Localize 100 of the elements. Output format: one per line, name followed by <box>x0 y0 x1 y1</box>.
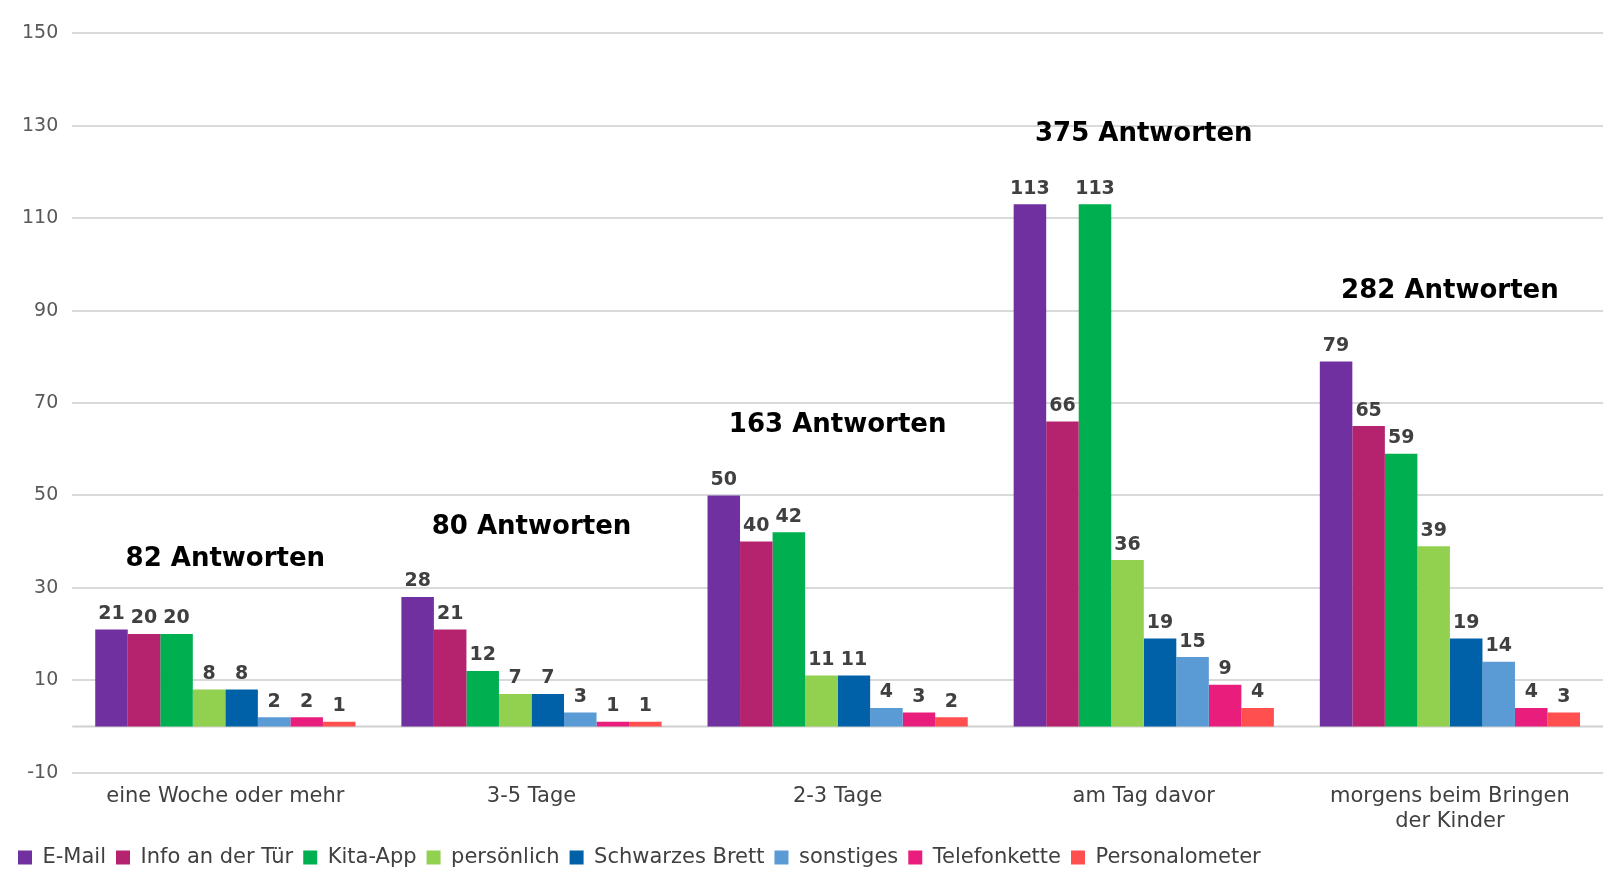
data-label: 8 <box>202 660 216 683</box>
data-label: 4 <box>1251 679 1265 702</box>
annotation: 282 Antworten <box>1341 274 1559 305</box>
bar <box>1384 453 1418 727</box>
y-tick-label: 90 <box>34 297 59 320</box>
bar <box>707 495 741 727</box>
bar <box>1449 638 1483 727</box>
x-tick-label: am Tag davor <box>1072 782 1216 807</box>
annotation: 375 Antworten <box>1034 117 1253 148</box>
data-label: 2 <box>944 688 959 711</box>
bar <box>1046 421 1079 727</box>
legend-label: Info an der Tür <box>140 843 294 868</box>
data-label: 36 <box>1114 531 1141 554</box>
bar <box>531 694 565 727</box>
bar <box>466 670 499 727</box>
x-tick-label: morgens beim Bringen der Kinder <box>1330 782 1570 832</box>
legend-label: persönlich <box>451 843 560 868</box>
data-label: 12 <box>469 642 496 665</box>
bar <box>1547 712 1581 727</box>
data-label: 15 <box>1179 628 1206 651</box>
bar <box>1143 638 1177 727</box>
data-label: 20 <box>130 605 158 628</box>
bar <box>935 717 968 727</box>
legend-label: Personalometer <box>1095 843 1262 868</box>
data-label: 4 <box>1524 679 1538 702</box>
data-label: 7 <box>508 665 522 688</box>
data-label: 2 <box>300 688 314 711</box>
bar <box>805 675 838 727</box>
data-label: 8 <box>234 660 249 683</box>
annotation: 163 Antworten <box>728 408 947 439</box>
y-tick-label: 30 <box>34 574 59 597</box>
data-label: 3 <box>912 683 926 706</box>
data-label: 3 <box>1557 683 1571 706</box>
data-label: 28 <box>404 568 431 591</box>
bar <box>290 717 323 727</box>
y-tick-label: 70 <box>34 389 59 412</box>
data-label: 14 <box>1485 633 1512 656</box>
data-label: 9 <box>1218 656 1232 679</box>
data-label: 59 <box>1387 425 1415 448</box>
annotation: 80 Antworten <box>431 509 632 540</box>
bar <box>1208 684 1242 727</box>
x-tick-label: 2-3 Tage <box>792 782 883 807</box>
bar <box>1013 204 1047 727</box>
data-label: 4 <box>879 679 894 702</box>
bar <box>837 675 871 727</box>
bar <box>1176 657 1209 727</box>
data-label: 11 <box>840 647 868 670</box>
bar <box>1482 661 1515 727</box>
bar <box>1514 707 1548 727</box>
data-label: 40 <box>743 513 770 536</box>
data-label: 42 <box>775 503 803 526</box>
legend-label: Schwarzes Brett <box>594 843 765 868</box>
data-label: 11 <box>808 647 835 670</box>
x-tick-label: 3-5 Tage <box>486 782 577 807</box>
data-label: 66 <box>1049 392 1076 415</box>
bar <box>127 634 161 727</box>
legend-label: E-Mail <box>42 843 107 868</box>
bar <box>257 717 291 727</box>
data-label: 20 <box>163 605 190 628</box>
bar <box>225 689 258 727</box>
bar <box>95 629 128 727</box>
y-tick-label: -10 <box>27 759 59 782</box>
annotation: 82 Antworten <box>125 542 326 573</box>
y-tick-label: 10 <box>34 667 59 690</box>
bar <box>1111 560 1144 727</box>
bar <box>772 532 806 727</box>
data-label: 2 <box>267 688 281 711</box>
data-label: 21 <box>436 600 464 623</box>
data-label: 50 <box>710 466 738 489</box>
data-label: 79 <box>1322 332 1350 355</box>
bar <box>498 694 532 727</box>
y-tick-label: 50 <box>34 482 59 505</box>
data-label: 21 <box>98 600 125 623</box>
legend-label: Kita-App <box>327 843 417 868</box>
bar <box>870 707 903 727</box>
data-label: 65 <box>1355 397 1382 420</box>
bar <box>1417 546 1450 727</box>
bar <box>1352 426 1385 727</box>
bar <box>1078 204 1112 727</box>
data-label: 1 <box>638 693 652 716</box>
data-label: 113 <box>1075 175 1115 198</box>
y-tick-label: 110 <box>22 205 59 228</box>
bar <box>1319 361 1353 727</box>
bar <box>902 712 936 727</box>
y-tick-label: 150 <box>22 20 59 43</box>
data-label: 7 <box>541 665 555 688</box>
bar <box>564 712 597 727</box>
data-label: 39 <box>1420 517 1447 540</box>
data-label: 1 <box>606 693 620 716</box>
bar <box>192 689 226 727</box>
bar <box>433 629 467 727</box>
legend-label: sonstiges <box>798 843 899 868</box>
legend-label: Telefonkette <box>931 843 1061 868</box>
data-label: 19 <box>1146 610 1174 633</box>
y-tick-label: 130 <box>22 112 59 135</box>
x-tick-label: eine Woche oder mehr <box>106 782 345 807</box>
bar <box>1241 707 1274 727</box>
bar <box>740 541 773 727</box>
data-label: 19 <box>1452 610 1480 633</box>
data-label: 3 <box>573 683 587 706</box>
